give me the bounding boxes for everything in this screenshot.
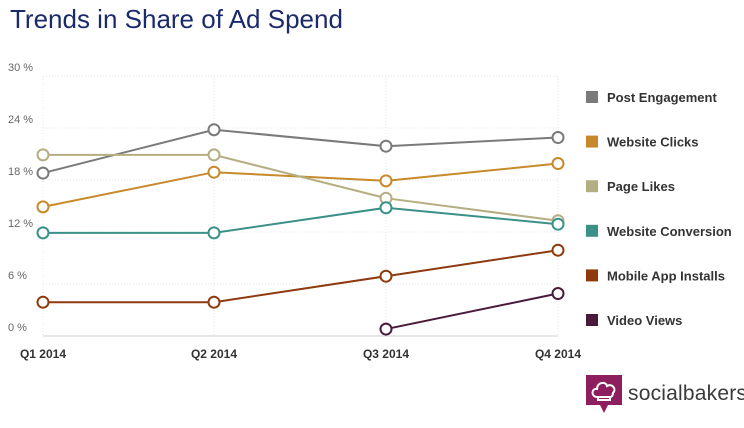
y-tick-label: 12 % [8,218,33,230]
legend-swatch [586,180,598,193]
data-point[interactable] [379,269,393,283]
data-point[interactable] [36,226,50,240]
data-point[interactable] [207,123,221,137]
x-tick-label: Q4 2014 [535,347,581,361]
data-point[interactable] [379,174,393,188]
series-line-4 [43,249,559,304]
data-point[interactable] [379,201,393,215]
grid [42,75,559,337]
data-point[interactable] [36,166,50,180]
legend-swatch [586,269,598,282]
x-tick-label: Q1 2014 [20,347,66,361]
logo-text: socialbakers [628,382,744,405]
legend-item[interactable]: Website Clicks [586,135,699,150]
series-line-2 [43,153,559,222]
data-point[interactable] [36,200,50,214]
data-point[interactable] [207,295,221,309]
y-axis-ticks: 0 % 6 % 12 % 18 % 24 % 30 % [8,62,33,334]
series-line-5 [385,292,559,331]
chef-hat-icon [586,375,622,413]
data-point[interactable] [551,287,565,301]
data-point[interactable] [379,139,393,153]
y-tick-label: 24 % [8,114,33,126]
legend-swatch [586,91,598,103]
y-tick-label: 18 % [8,166,33,178]
data-point[interactable] [551,131,565,145]
data-point[interactable] [379,322,393,336]
legend-label: Website Conversion [607,224,732,239]
data-point[interactable] [207,226,221,240]
socialbakers-logo: socialbakers [586,375,744,413]
series-line-3 [43,206,559,234]
y-tick-label: 6 % [8,270,27,282]
legend-swatch [586,135,598,148]
y-tick-label: 30 % [8,62,33,74]
legend-label: Page Likes [607,179,675,194]
data-point[interactable] [207,148,221,162]
data-point[interactable] [36,148,50,162]
data-point[interactable] [551,157,565,171]
legend-item[interactable]: Website Conversion [586,224,732,239]
data-point[interactable] [551,217,565,231]
data-point[interactable] [36,295,50,309]
legend-label: Mobile App Installs [607,268,725,283]
legend-item[interactable]: Page Likes [586,179,675,194]
legend-label: Video Views [607,313,682,328]
legend-swatch [586,224,598,237]
chart-title: Trends in Share of Ad Spend [10,4,343,34]
legend: Post Engagement Website Clicks Page Likes W… [586,90,732,328]
data-point[interactable] [207,165,221,179]
legend-item[interactable]: Video Views [586,313,682,328]
series-line-1 [42,162,559,208]
legend-swatch [586,314,598,326]
legend-label: Website Clicks [607,135,699,150]
x-tick-label: Q3 2014 [363,347,409,361]
legend-item[interactable]: Mobile App Installs [586,268,725,283]
legend-label: Post Engagement [607,90,717,105]
data-point[interactable] [551,243,565,257]
series-line-0 [42,128,559,175]
y-tick-label: 0 % [8,322,27,334]
series-lines [42,128,559,331]
x-axis-ticks: Q1 2014 Q2 2014 Q3 2014 Q4 2014 [20,347,581,361]
series-points [36,123,565,336]
legend-item[interactable]: Post Engagement [586,90,717,105]
x-tick-label: Q2 2014 [191,347,237,361]
